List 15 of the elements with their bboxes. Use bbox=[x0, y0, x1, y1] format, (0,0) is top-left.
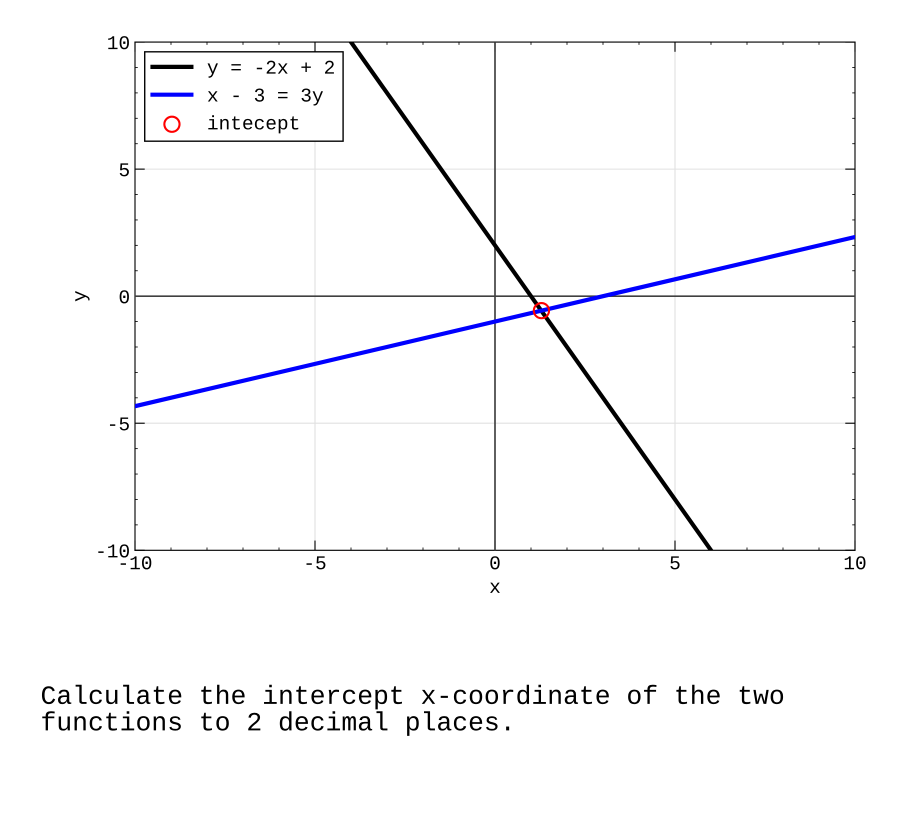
x-tick-label: -5 bbox=[306, 556, 326, 570]
legend-label: y = -2x + 2 bbox=[208, 60, 334, 78]
x-tick-label: 0 bbox=[490, 556, 500, 570]
text: Calculate the intercept x-coordinate of the two functions to 2 decimal places. bbox=[42, 684, 784, 736]
y-tick-label: 5 bbox=[120, 163, 129, 176]
y-axis-title: y bbox=[75, 290, 90, 302]
y-tick-label: -10 bbox=[98, 544, 129, 558]
y-tick-label: 10 bbox=[108, 36, 129, 50]
x-tick-label: 10 bbox=[844, 556, 866, 570]
legend-label: intecept bbox=[208, 115, 298, 134]
y-tick-label: -5 bbox=[110, 417, 129, 430]
x-tick-label: 5 bbox=[670, 556, 680, 570]
legend-label: x - 3 = 3y bbox=[208, 88, 323, 106]
y-tick-label: 0 bbox=[120, 290, 129, 304]
x-axis-title: x bbox=[490, 582, 500, 593]
